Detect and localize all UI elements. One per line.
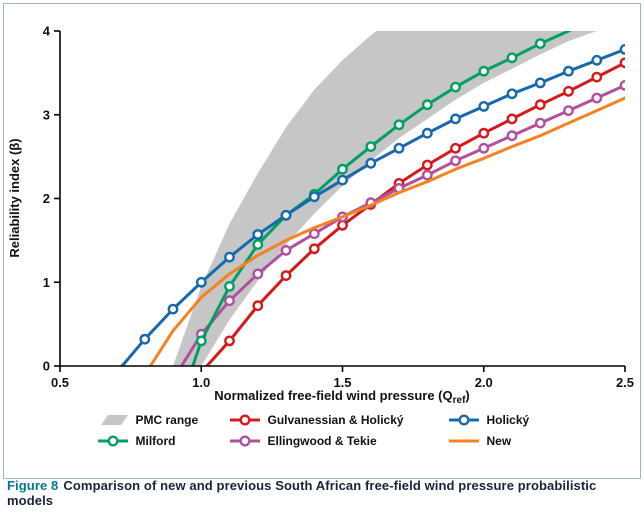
series-marker-holick <box>365 157 377 169</box>
legend-label-ellingwood-tekie: Ellingwood & Tekie <box>267 434 377 448</box>
series-marker-milford <box>478 65 490 77</box>
series-marker-milford <box>365 141 377 153</box>
legend-row-1: PMC range Gulvanessian & Holický Holický <box>4 413 640 427</box>
x-tick-label: 1.0 <box>192 375 210 390</box>
legend-swatch-gulvanessian-holick <box>229 414 260 426</box>
series-marker-gulvanessian-holick <box>478 127 490 139</box>
legend-item-gulvanessian-holick: Gulvanessian & Holický <box>229 413 434 427</box>
y-tick-label: 1 <box>43 275 50 290</box>
y-tick-label: 4 <box>43 24 51 39</box>
series-marker-ellingwood-tekie <box>421 169 433 181</box>
chart-plot: Reliability index (β) Normalized free-fi… <box>7 24 634 407</box>
series-marker-gulvanessian-holick <box>280 270 292 281</box>
series-marker-gulvanessian-holick <box>252 300 264 312</box>
legend-swatch-milford <box>97 435 128 447</box>
series-marker-holick <box>195 276 207 288</box>
series-marker-ellingwood-tekie <box>450 155 461 167</box>
figure-caption: Figure 8 Comparison of new and previous S… <box>7 478 644 508</box>
series-marker-ellingwood-tekie <box>619 80 625 91</box>
series-marker-holick <box>421 127 433 139</box>
series-marker-holick <box>619 44 625 55</box>
series-marker-holick <box>337 174 348 186</box>
figure-frame: Reliability index (β) Normalized free-fi… <box>3 3 641 479</box>
y-tick-label: 0 <box>43 359 50 374</box>
series-marker-ellingwood-tekie <box>506 130 518 142</box>
series-marker-ellingwood-tekie <box>280 244 292 256</box>
series-marker-ellingwood-tekie <box>224 295 235 307</box>
series-marker-gulvanessian-holick <box>619 57 625 69</box>
series-marker-ellingwood-tekie <box>563 105 574 117</box>
legend-item-ellingwood-tekie: Ellingwood & Tekie <box>229 434 434 448</box>
series-marker-holick <box>534 77 546 89</box>
series-line-gulvanessian-holick <box>205 61 625 366</box>
x-axis-label: Normalized free-field wind pressure (Qre… <box>214 388 470 406</box>
series-marker-gulvanessian-holick <box>506 113 518 125</box>
series-marker-holick <box>450 113 461 125</box>
series-marker-milford <box>224 280 235 292</box>
series-marker-ellingwood-tekie <box>252 268 264 280</box>
series-marker-holick <box>506 88 518 100</box>
chart-legend: PMC range Gulvanessian & Holický Holický M… <box>4 413 640 448</box>
legend-label-gulvanessian-holick: Gulvanessian & Holický <box>267 413 404 427</box>
legend-label-pmc-range: PMC range <box>135 413 199 427</box>
legend-swatch-holick <box>448 414 479 426</box>
series-marker-gulvanessian-holick <box>224 335 235 347</box>
series-marker-holick <box>252 229 264 240</box>
legend-item-pmc-range: PMC range <box>97 413 215 427</box>
series-marker-holick <box>167 303 179 315</box>
series-marker-holick <box>224 251 235 263</box>
x-tick-label: 1.5 <box>333 375 351 390</box>
y-axis-label: Reliability index (β) <box>7 138 22 257</box>
legend-row-2: Milford Ellingwood & Tekie New <box>4 434 640 448</box>
plot-area <box>120 31 625 366</box>
figure-caption-text: Comparison of new and previous South Afr… <box>7 478 597 508</box>
series-marker-holick <box>563 65 574 77</box>
series-marker-holick <box>280 209 292 221</box>
x-tick-label: 2.5 <box>616 375 634 390</box>
series-marker-milford <box>506 52 518 64</box>
series-marker-holick <box>308 191 320 203</box>
series-marker-ellingwood-tekie <box>591 92 603 104</box>
series-marker-gulvanessian-holick <box>563 85 574 97</box>
legend-item-new: New <box>448 434 548 448</box>
pmc-range-band <box>173 31 597 366</box>
legend-swatch-new <box>448 439 479 443</box>
series-marker-holick <box>478 101 490 112</box>
legend-item-milford: Milford <box>97 434 215 448</box>
legend-swatch-ellingwood-tekie <box>229 435 260 447</box>
series-marker-milford <box>337 163 348 175</box>
series-marker-milford <box>195 335 207 347</box>
series-marker-ellingwood-tekie <box>478 142 490 154</box>
series-line-new <box>148 96 625 366</box>
legend-label-new: New <box>486 434 512 448</box>
legend-label-holick: Holický <box>486 413 530 427</box>
series-marker-milford <box>421 99 433 111</box>
y-tick-label: 2 <box>43 191 50 206</box>
series-marker-gulvanessian-holick <box>337 219 348 231</box>
series-marker-gulvanessian-holick <box>450 142 461 154</box>
y-tick-label: 3 <box>43 107 50 122</box>
series-marker-milford <box>450 81 461 93</box>
series-marker-holick <box>139 333 151 345</box>
legend-swatch-pmc-range <box>100 415 128 425</box>
x-tick-label: 2.0 <box>475 375 493 390</box>
series-marker-milford <box>252 239 264 251</box>
series-marker-ellingwood-tekie <box>308 228 320 240</box>
series-marker-ellingwood-tekie <box>534 117 546 129</box>
series-marker-gulvanessian-holick <box>534 99 546 111</box>
series-marker-gulvanessian-holick <box>421 159 433 171</box>
x-tick-label: 0.5 <box>51 375 69 390</box>
series-marker-milford <box>534 38 546 49</box>
legend-item-holick: Holický <box>448 413 548 427</box>
series-marker-holick <box>591 54 603 66</box>
legend-label-milford: Milford <box>135 434 176 448</box>
series-marker-milford <box>393 119 405 131</box>
series-marker-holick <box>393 142 405 154</box>
figure-caption-number: Figure 8 <box>7 478 59 493</box>
series-marker-gulvanessian-holick <box>308 243 320 255</box>
series-marker-gulvanessian-holick <box>591 71 603 83</box>
